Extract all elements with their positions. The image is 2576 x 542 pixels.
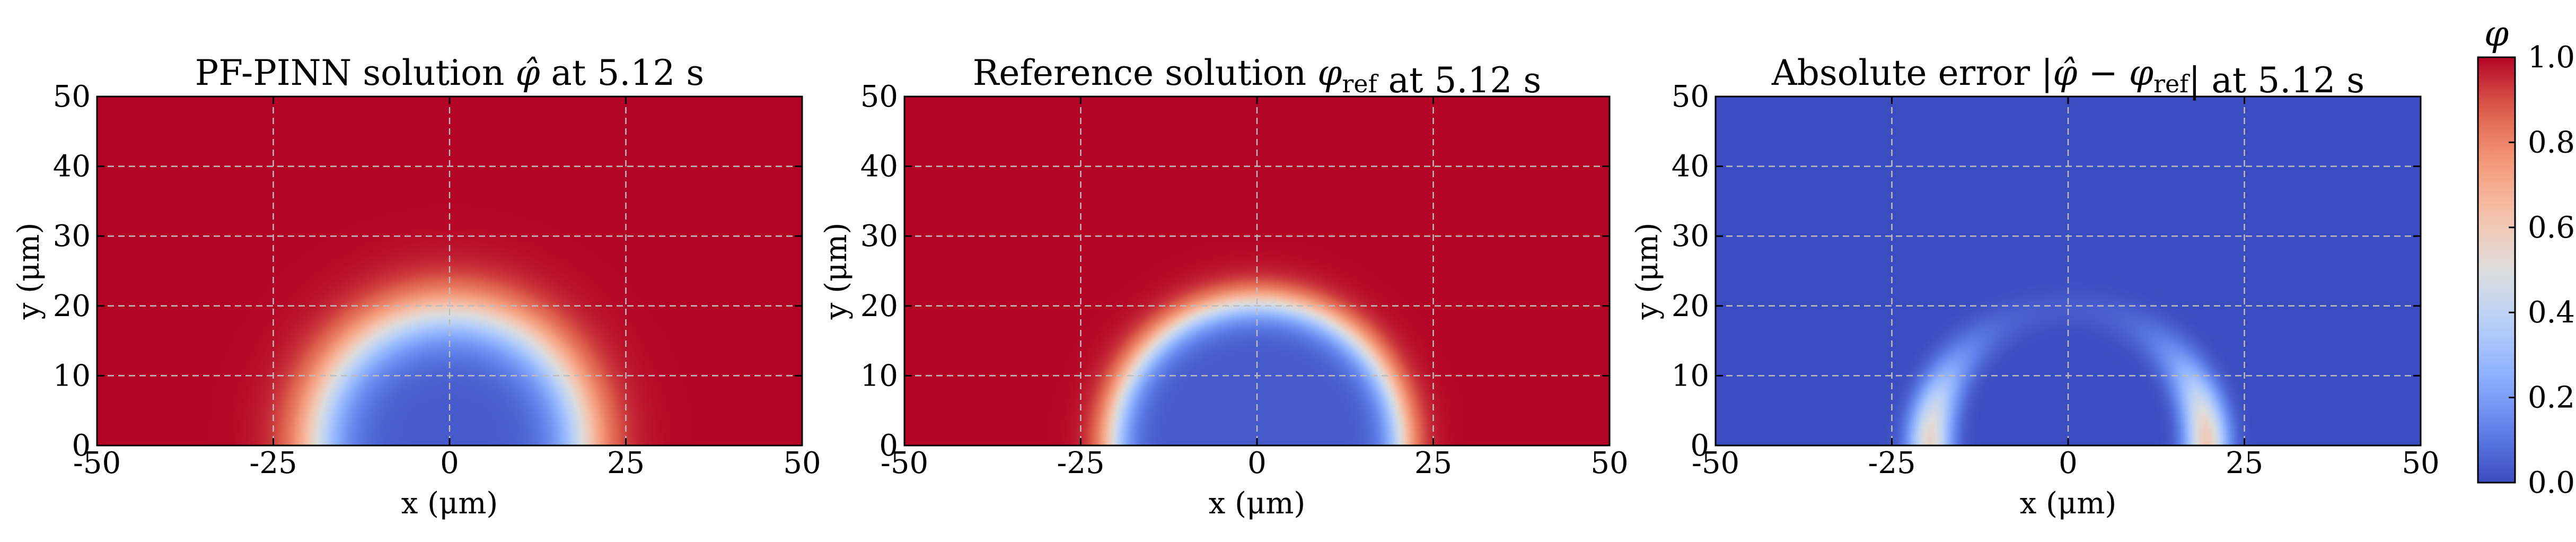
panel-pinn: -50 -25 0 25 50 0 10 20 30 40 50 x (μm) y (μm) PF-PIN… xyxy=(12,53,821,521)
colorbar-gradient xyxy=(2477,56,2516,484)
x-axis-label: x (μm) xyxy=(2020,486,2117,521)
y-tick-label: 10 xyxy=(1672,359,1709,393)
panel-title: Absolute error |φ̂ − φref| at 5.12 s xyxy=(1771,53,2364,101)
x-tick-label: 0 xyxy=(1247,446,1267,480)
x-tick-label: 25 xyxy=(607,446,645,480)
y-tick-label: 40 xyxy=(860,150,898,184)
colorbar: 0.0 0.2 0.4 0.6 0.8 1.0 φ xyxy=(2477,13,2575,500)
panel-title: PF-PINN solution φ̂ at 5.12 s xyxy=(195,53,704,93)
y-tick-label: 10 xyxy=(860,359,898,393)
y-tick-label: 50 xyxy=(1672,80,1709,114)
y-tick-label: 40 xyxy=(1672,150,1709,184)
y-tick-label: 0 xyxy=(72,429,91,463)
colorbar-tick-label: 0.2 xyxy=(2528,381,2575,415)
x-tick-label: -25 xyxy=(1868,446,1915,480)
x-axis-label: x (μm) xyxy=(401,486,498,521)
y-tick-label: 0 xyxy=(879,429,898,463)
y-axis-label: y (μm) xyxy=(12,223,46,320)
colorbar-tick-label: 0.4 xyxy=(2528,295,2575,330)
x-tick-label: 0 xyxy=(2059,446,2078,480)
y-tick-label: 20 xyxy=(860,289,898,324)
x-tick-label: -50 xyxy=(881,446,928,480)
y-tick-label: 30 xyxy=(1672,219,1709,253)
x-tick-label: -50 xyxy=(1692,446,1739,480)
x-axis-label: x (μm) xyxy=(1209,486,1306,521)
y-axis-label: y (μm) xyxy=(819,223,854,320)
x-tick-label: 50 xyxy=(783,446,821,480)
y-tick-label: 30 xyxy=(860,219,898,253)
panel-error: -50 -25 0 25 50 0 10 20 30 40 50 x (μm) y (μm) Absolu… xyxy=(1630,53,2440,521)
y-tick-label: 20 xyxy=(1672,289,1709,324)
x-tick-label: -25 xyxy=(249,446,297,480)
colorbar-tick-label: 0.0 xyxy=(2528,466,2575,500)
colorbar-tick-label: 0.6 xyxy=(2528,211,2575,245)
x-tick-label: 50 xyxy=(2402,446,2439,480)
x-tick-label: -50 xyxy=(73,446,121,480)
x-tick-label: 50 xyxy=(1590,446,1628,480)
y-tick-label: 30 xyxy=(53,219,91,253)
y-tick-label: 10 xyxy=(53,359,91,393)
x-tick-label: 0 xyxy=(440,446,459,480)
y-tick-label: 40 xyxy=(53,150,91,184)
x-tick-label: 25 xyxy=(2226,446,2263,480)
y-tick-label: 50 xyxy=(860,80,898,114)
x-tick-label: -25 xyxy=(1057,446,1104,480)
x-tick-label: 25 xyxy=(1414,446,1452,480)
y-tick-label: 0 xyxy=(1690,429,1709,463)
y-tick-label: 50 xyxy=(53,80,91,114)
colorbar-tick-label: 0.8 xyxy=(2528,125,2575,160)
y-axis-label: y (μm) xyxy=(1630,223,1665,320)
y-tick-label: 20 xyxy=(53,289,91,324)
colorbar-tick-label: 1.0 xyxy=(2528,40,2575,75)
colorbar-label: φ xyxy=(2484,13,2509,54)
panel-title: Reference solution φref at 5.12 s xyxy=(973,53,1542,101)
panel-reference: -50 -25 0 25 50 0 10 20 30 40 50 x (μm) y (μm) Refere… xyxy=(819,53,1629,521)
